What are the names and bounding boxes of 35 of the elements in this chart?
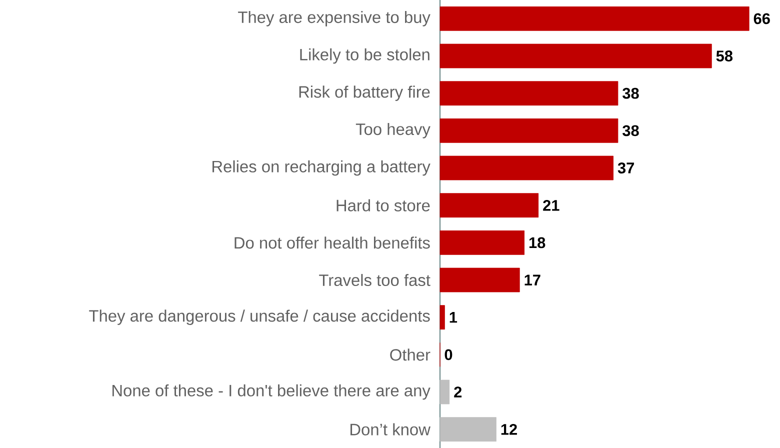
bar <box>440 380 450 404</box>
y-tick-label: Risk of battery fire <box>299 86 430 101</box>
bar <box>440 118 618 143</box>
y-tick-label: Do not offer health benefits <box>234 236 430 249</box>
data-label: 21 <box>543 200 560 211</box>
data-label: 66 <box>754 13 770 24</box>
bar <box>440 44 712 68</box>
data-label: 12 <box>501 424 517 435</box>
bar <box>440 193 539 218</box>
data-label: 37 <box>618 162 634 174</box>
y-tick-label: Other <box>390 348 430 361</box>
bar <box>440 305 445 330</box>
bar <box>440 230 524 255</box>
data-label: 18 <box>529 237 546 248</box>
y-tick-label: They are dangerous / unsafe / cause accidents <box>89 310 430 325</box>
data-label: 38 <box>622 125 639 136</box>
data-label: 17 <box>524 274 540 286</box>
y-tick-label: Likely to be stolen <box>300 48 430 64</box>
y-tick-label: None of these - I don't believe there are any <box>112 384 430 400</box>
bar <box>440 81 618 106</box>
y-tick-label: Don’t know <box>350 423 430 436</box>
data-label: 2 <box>454 386 462 398</box>
bar <box>440 156 614 180</box>
bar <box>440 6 750 31</box>
bar <box>440 417 496 442</box>
data-label: 38 <box>622 88 639 99</box>
y-tick-label: Relies on recharging a battery <box>212 160 430 176</box>
data-label: 58 <box>716 50 733 62</box>
bar <box>440 268 520 292</box>
y-tick-label: Travels too fast <box>319 274 430 286</box>
y-tick-label: Too heavy <box>356 123 430 138</box>
y-tick-label: Hard to store <box>336 199 430 212</box>
y-tick-label: They are expensive to buy <box>238 11 430 26</box>
data-label: 0 <box>444 349 452 360</box>
data-label: 1 <box>450 312 458 323</box>
